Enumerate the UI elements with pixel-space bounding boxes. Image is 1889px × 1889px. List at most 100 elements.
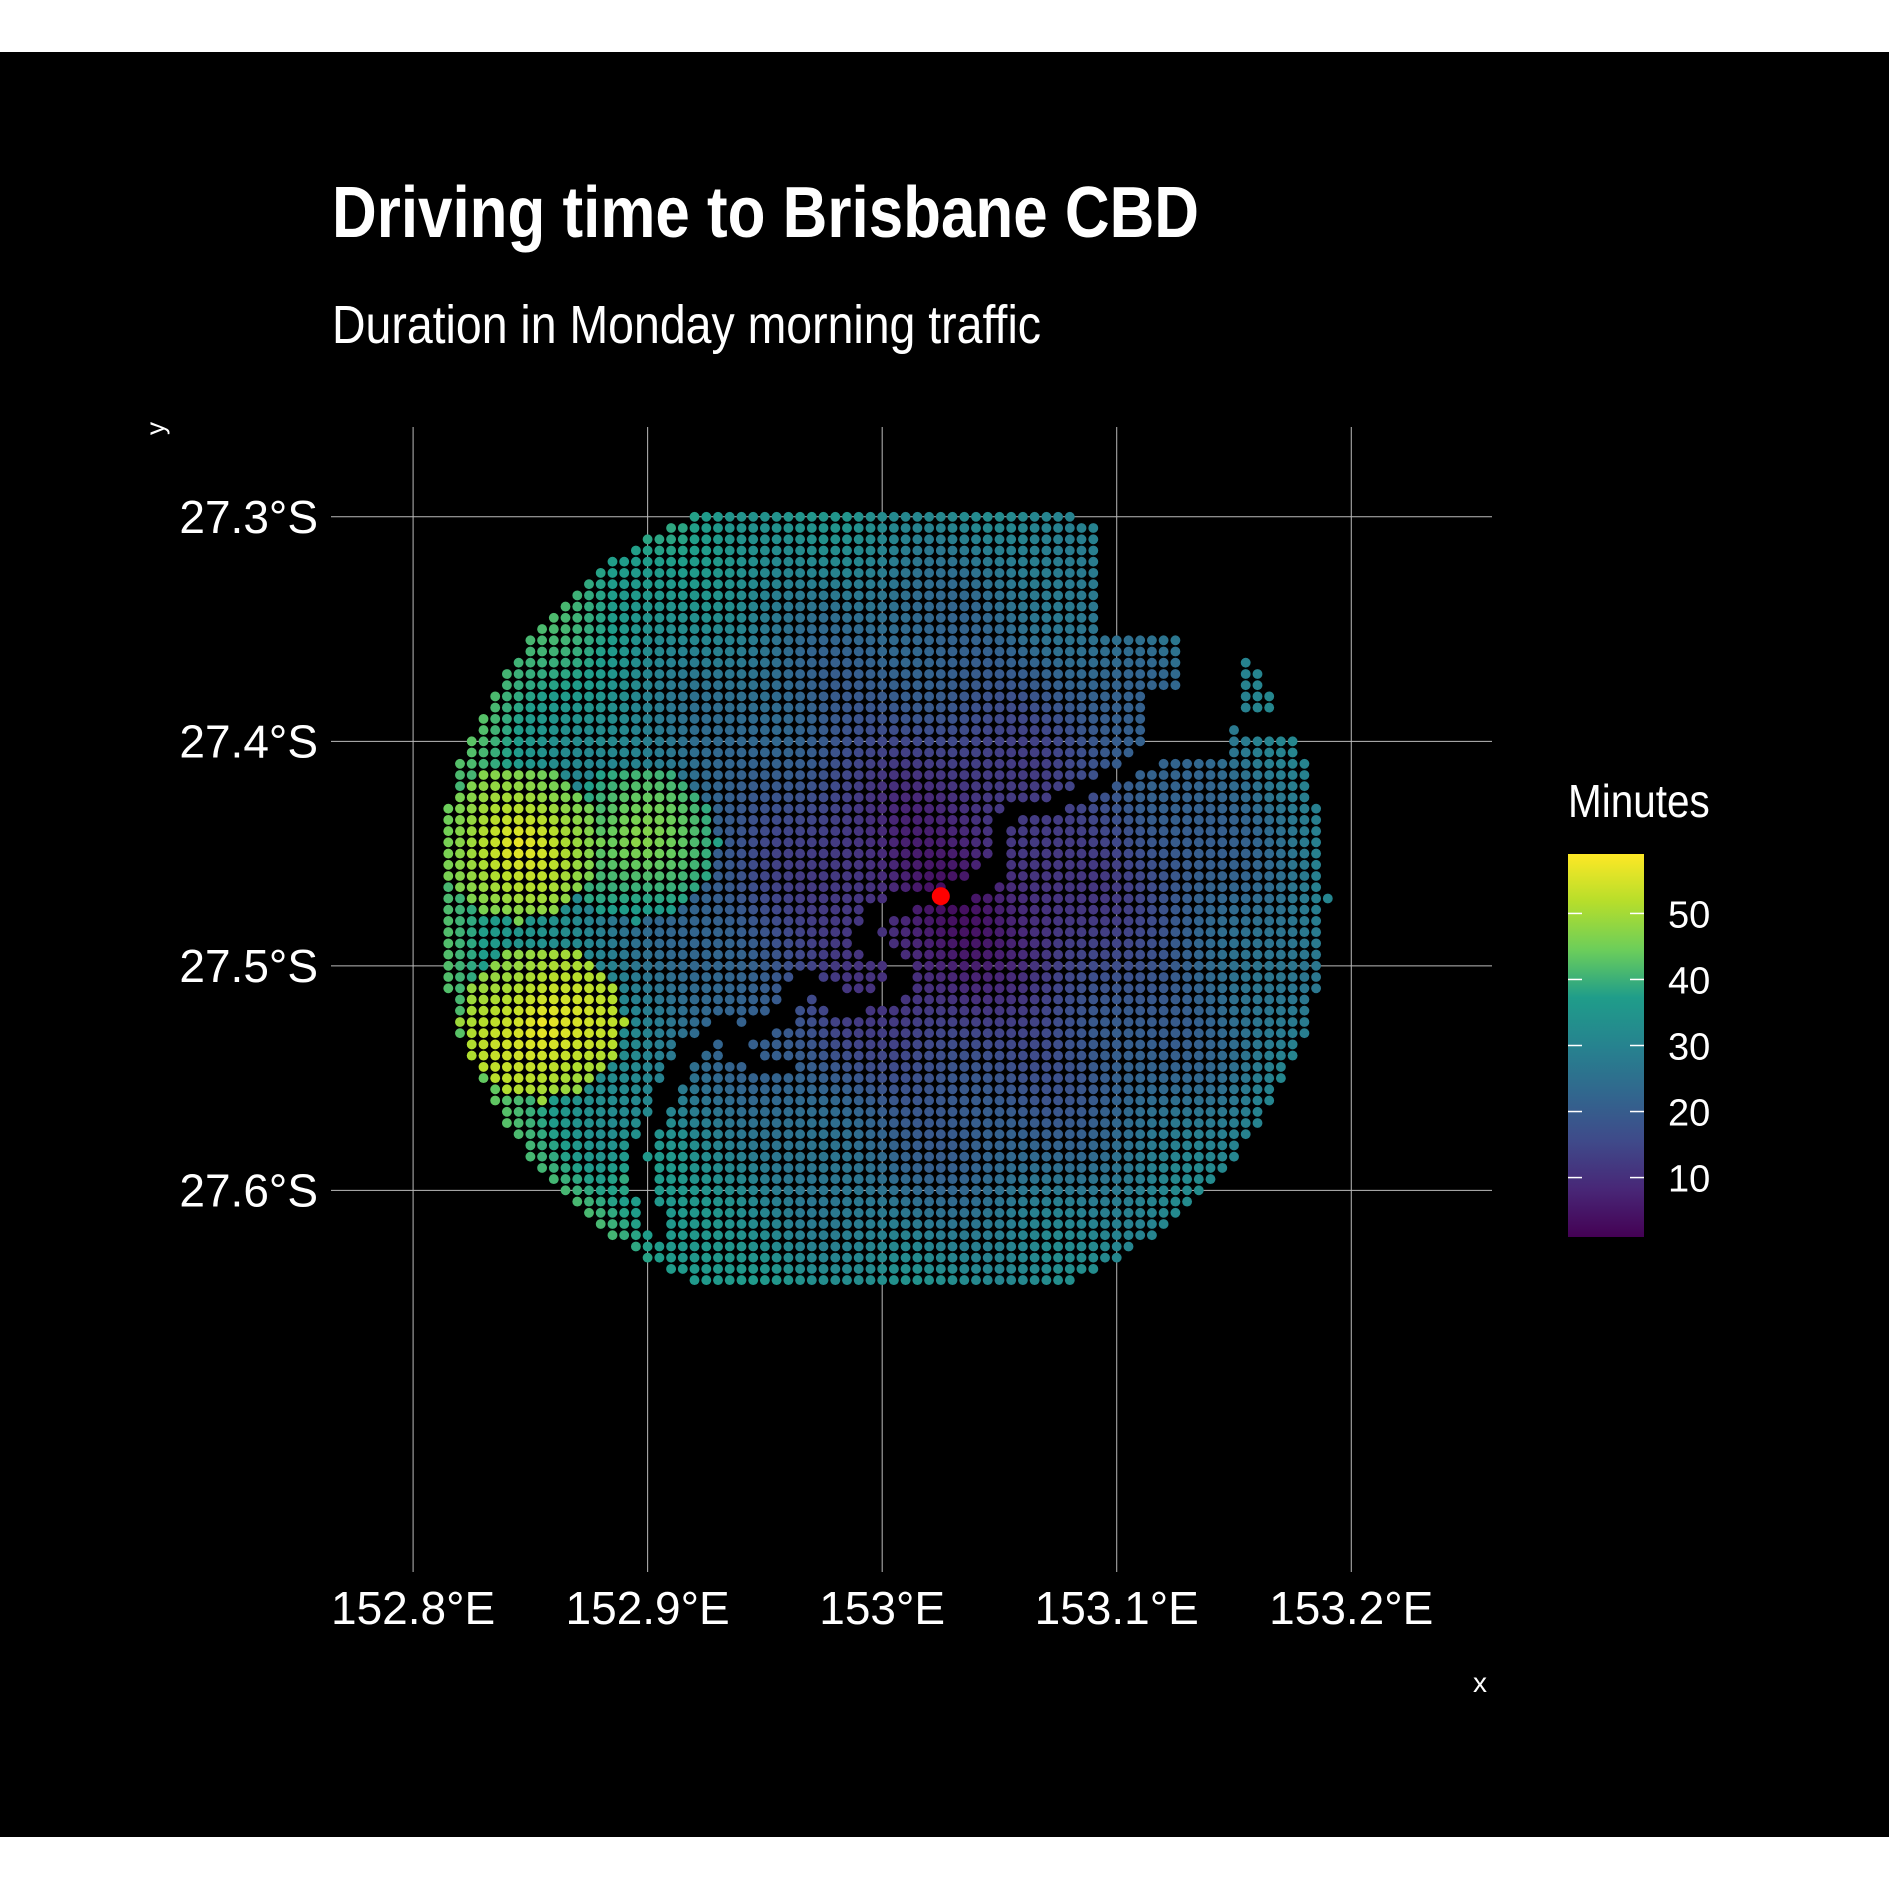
- grid-point: [1017, 960, 1028, 971]
- grid-point: [806, 646, 817, 657]
- grid-point: [455, 983, 465, 994]
- grid-point: [1076, 927, 1087, 938]
- grid-point: [935, 1196, 946, 1207]
- grid-point: [1135, 814, 1146, 825]
- grid-point: [1064, 848, 1075, 859]
- grid-point: [924, 1017, 935, 1027]
- grid-point: [1053, 1263, 1064, 1274]
- grid-point: [912, 511, 923, 522]
- grid-point: [924, 646, 935, 657]
- grid-point: [994, 915, 1005, 926]
- grid-point: [971, 702, 981, 713]
- grid-point: [842, 1263, 852, 1274]
- grid-point: [830, 680, 841, 691]
- grid-point: [1100, 814, 1110, 825]
- grid-point: [501, 1050, 512, 1061]
- grid-point: [1252, 904, 1263, 915]
- grid-point: [1170, 826, 1181, 837]
- grid-point: [1240, 837, 1251, 848]
- grid-point: [490, 983, 501, 994]
- grid-point: [865, 1140, 876, 1151]
- grid-point: [865, 983, 876, 994]
- grid-point: [842, 1050, 852, 1061]
- grid-point: [748, 713, 759, 724]
- grid-point: [1193, 781, 1204, 792]
- grid-point: [959, 814, 970, 825]
- grid-point: [748, 983, 759, 994]
- grid-point: [724, 1241, 735, 1252]
- grid-point: [513, 915, 524, 926]
- grid-point: [759, 646, 770, 657]
- grid-point: [842, 927, 852, 938]
- grid-point: [783, 837, 794, 848]
- grid-point: [1217, 1084, 1228, 1095]
- grid-point: [877, 612, 888, 623]
- grid-point: [677, 702, 688, 713]
- grid-point: [619, 1174, 630, 1185]
- grid-point: [548, 893, 559, 904]
- grid-point: [900, 848, 911, 859]
- grid-point: [525, 657, 536, 668]
- grid-point: [584, 657, 594, 668]
- grid-point: [912, 725, 923, 736]
- grid-point: [1158, 680, 1169, 691]
- grid-point: [1217, 1005, 1228, 1016]
- grid-point: [713, 1118, 723, 1128]
- grid-point: [853, 1017, 864, 1027]
- grid-point: [630, 814, 641, 825]
- grid-point: [1135, 848, 1146, 859]
- grid-point: [1088, 770, 1099, 780]
- grid-point: [1158, 1039, 1169, 1050]
- grid-point: [1240, 1106, 1251, 1117]
- grid-point: [478, 725, 489, 736]
- grid-point: [1006, 1174, 1017, 1185]
- grid-point: [830, 1084, 841, 1095]
- grid-point: [701, 1241, 712, 1252]
- grid-point: [619, 983, 630, 994]
- grid-point: [877, 657, 888, 668]
- grid-point: [537, 938, 548, 949]
- grid-point: [1205, 859, 1216, 870]
- grid-point: [806, 511, 817, 522]
- grid-point: [666, 1219, 677, 1229]
- grid-point: [912, 1241, 923, 1252]
- grid-point: [1006, 1129, 1017, 1140]
- grid-point: [1311, 882, 1322, 893]
- grid-point: [1053, 680, 1064, 691]
- grid-point: [724, 1207, 735, 1218]
- grid-point: [1053, 736, 1064, 747]
- grid-point: [1135, 803, 1146, 814]
- grid-point: [959, 1185, 970, 1196]
- grid-point: [701, 871, 712, 881]
- grid-point: [1135, 1129, 1146, 1140]
- grid-point: [1264, 904, 1275, 915]
- grid-point: [1182, 893, 1193, 904]
- grid-point: [865, 523, 876, 533]
- grid-point: [1158, 1174, 1169, 1185]
- grid-point: [959, 713, 970, 724]
- grid-point: [947, 915, 958, 926]
- grid-point: [466, 814, 477, 825]
- grid-point: [1229, 960, 1239, 971]
- grid-point: [818, 1162, 829, 1173]
- grid-point: [513, 927, 524, 938]
- grid-point: [724, 1162, 735, 1173]
- grid-point: [584, 612, 594, 623]
- grid-point: [1205, 1106, 1216, 1117]
- grid-point: [771, 1129, 782, 1140]
- grid-point: [1299, 803, 1310, 814]
- grid-point: [1076, 601, 1087, 612]
- grid-point: [783, 882, 794, 893]
- grid-point: [713, 579, 723, 590]
- grid-point: [1017, 736, 1028, 747]
- grid-point: [900, 545, 911, 556]
- grid-point: [466, 882, 477, 893]
- grid-point: [806, 927, 817, 938]
- grid-point: [537, 1106, 548, 1117]
- grid-point: [537, 669, 548, 679]
- grid-point: [1064, 814, 1075, 825]
- grid-point: [830, 1140, 841, 1151]
- grid-point: [947, 1174, 958, 1185]
- grid-point: [1041, 1263, 1052, 1274]
- grid-point: [795, 1196, 806, 1207]
